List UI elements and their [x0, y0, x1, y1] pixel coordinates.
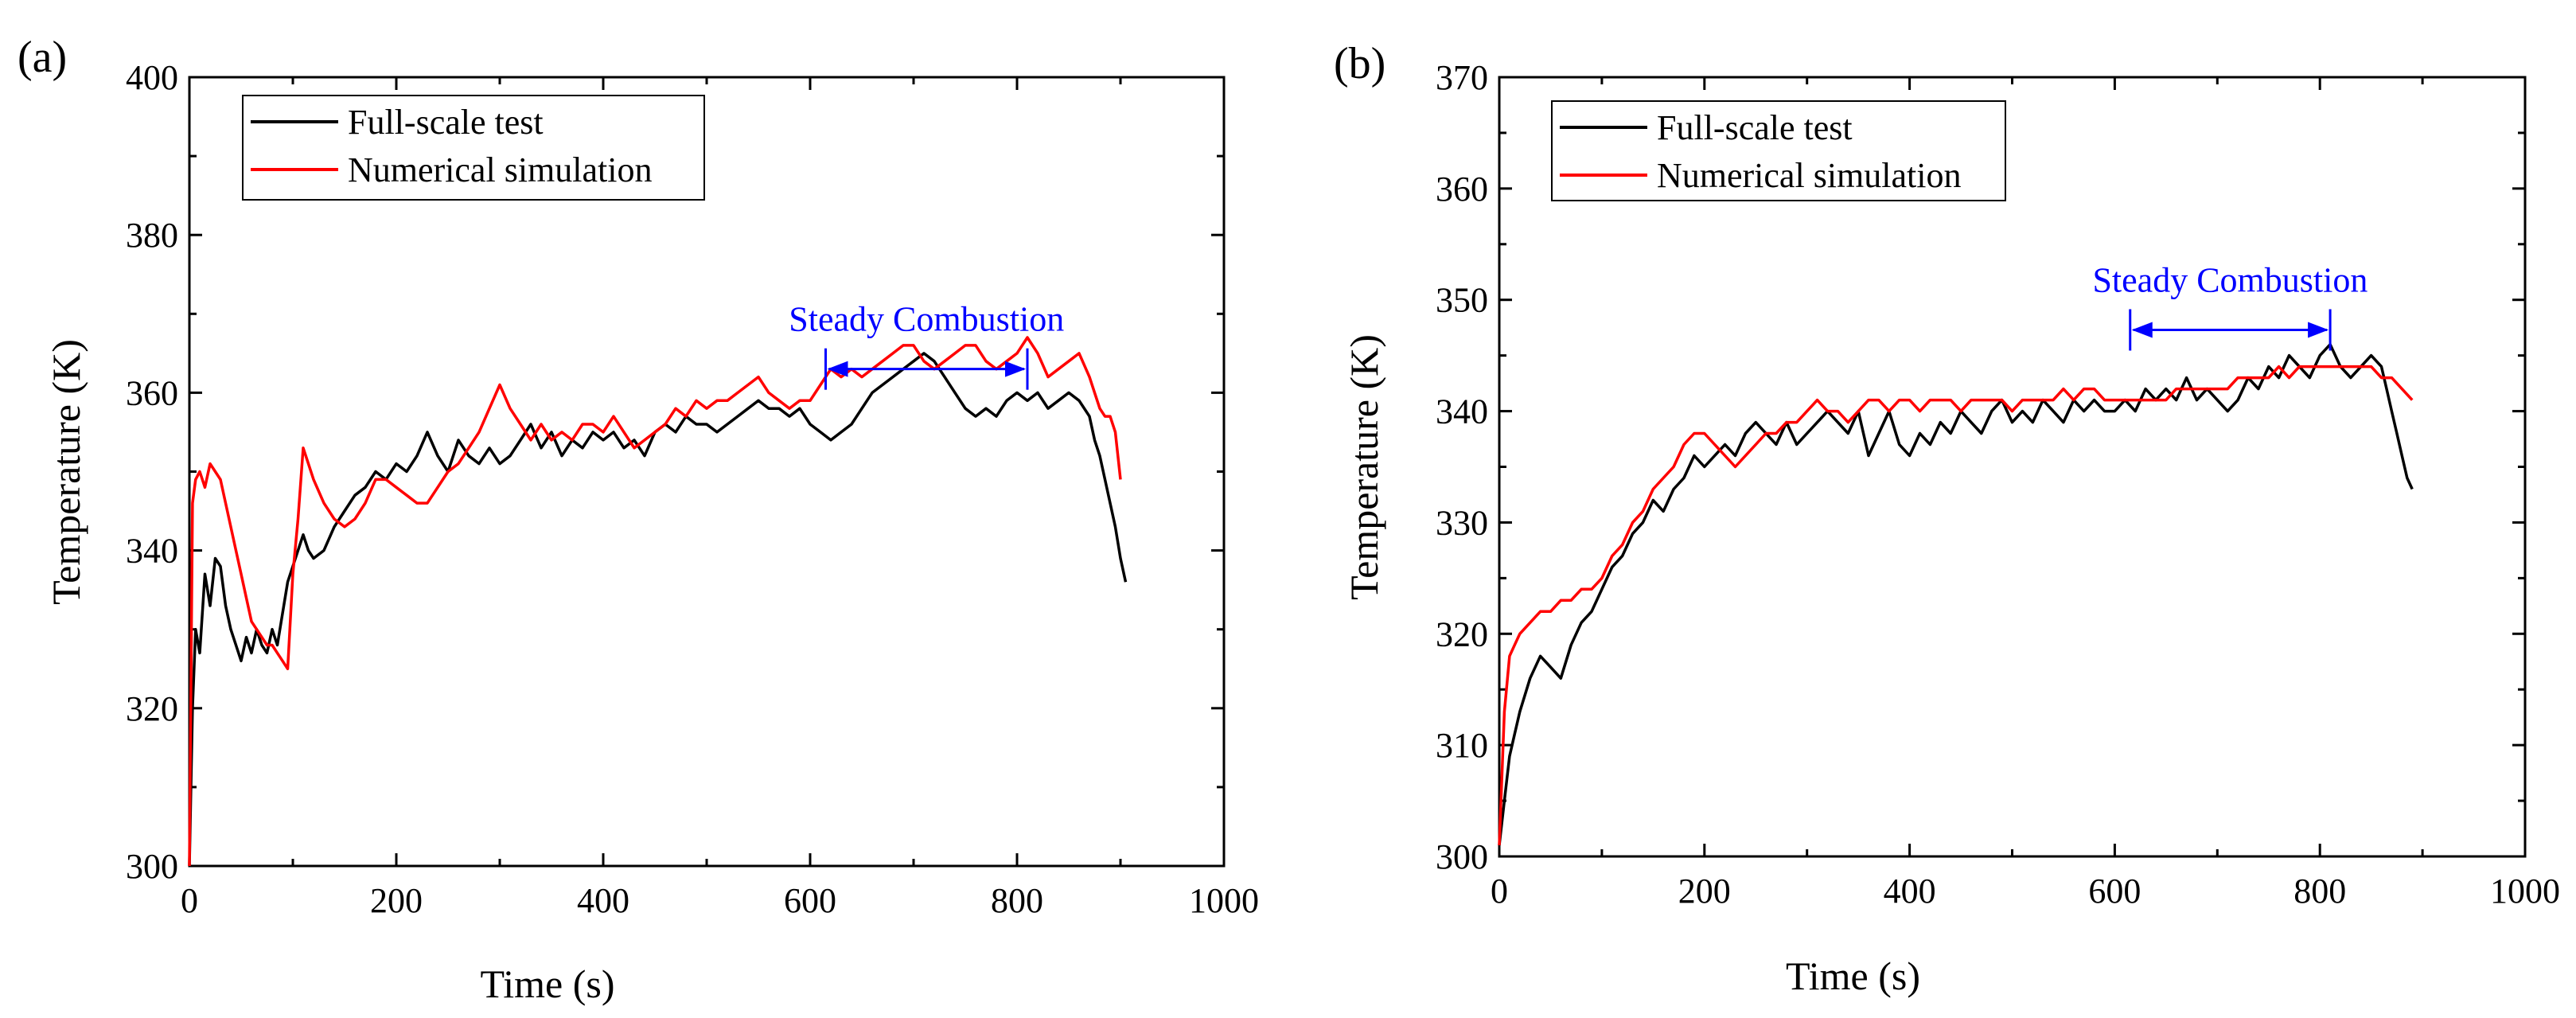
y-tick-label: 340: [126, 532, 178, 571]
y-tick-label: 360: [1436, 170, 1488, 209]
series-line-full-scale-test: [1498, 342, 2414, 846]
x-tick-label: 800: [2293, 872, 2346, 911]
annotation-label: Steady Combustion: [789, 300, 1064, 339]
y-tick-label: 340: [1436, 392, 1488, 431]
y-tick-label: 330: [1436, 503, 1488, 542]
y-tick-label: 320: [126, 689, 178, 728]
x-axis-label: Time (s): [480, 961, 614, 1006]
legend-box: [1551, 100, 2006, 201]
x-tick-label: 800: [991, 881, 1043, 920]
x-tick-label: 0: [1491, 872, 1508, 911]
x-axis-label: Time (s): [1786, 954, 1920, 998]
annotation-label: Steady Combustion: [2092, 260, 2368, 299]
y-tick-label: 400: [126, 58, 178, 97]
y-tick-label: 360: [126, 373, 178, 412]
x-tick-label: 0: [181, 881, 198, 920]
y-tick-label: 300: [126, 847, 178, 886]
legend-box: [242, 95, 705, 201]
x-tick-label: 600: [784, 881, 836, 920]
chart-panel-a: 0 200 400 600 800 1000 300 320 340 360 380 400 Stead…: [18, 33, 1259, 1006]
x-tick-label: 200: [1678, 872, 1731, 911]
legend-label: Numerical simulation: [1657, 156, 1961, 195]
x-tick-label: 400: [1884, 872, 1936, 911]
y-tick-label: 380: [126, 216, 178, 255]
y-tick-label: 370: [1436, 58, 1488, 97]
arrowhead-left: [827, 361, 848, 377]
chart-panel-b: 0 200 400 600 800 1000 300 310 320 330 340 350 360 37…: [1334, 39, 2560, 998]
y-tick-label: 320: [1436, 614, 1488, 653]
series-line-full-scale-test: [188, 352, 1128, 867]
y-axis-label: Temperature (K): [1342, 334, 1386, 600]
y-tick-label: 350: [1436, 281, 1488, 320]
panel-label: (a): [18, 33, 67, 82]
legend-label: Full-scale test: [1657, 108, 1853, 147]
series-line-numerical-simulation: [188, 336, 1122, 867]
x-tick-label: 400: [577, 881, 629, 920]
legend-label: Full-scale test: [348, 103, 544, 142]
x-tick-label: 600: [2088, 872, 2141, 911]
x-tick-label: 1000: [1189, 881, 1259, 920]
x-tick-label: 1000: [2490, 872, 2560, 911]
y-tick-label: 310: [1436, 726, 1488, 765]
y-axis-label: Temperature (K): [44, 339, 88, 605]
legend-label: Numerical simulation: [348, 150, 652, 189]
panel-label: (b): [1334, 39, 1385, 88]
arrowhead-right: [2308, 322, 2329, 338]
arrowhead-left: [2131, 322, 2153, 338]
series-line-numerical-simulation: [1498, 365, 2414, 846]
x-tick-label: 200: [370, 881, 423, 920]
arrowhead-right: [1005, 361, 1026, 377]
y-tick-label: 300: [1436, 837, 1488, 876]
